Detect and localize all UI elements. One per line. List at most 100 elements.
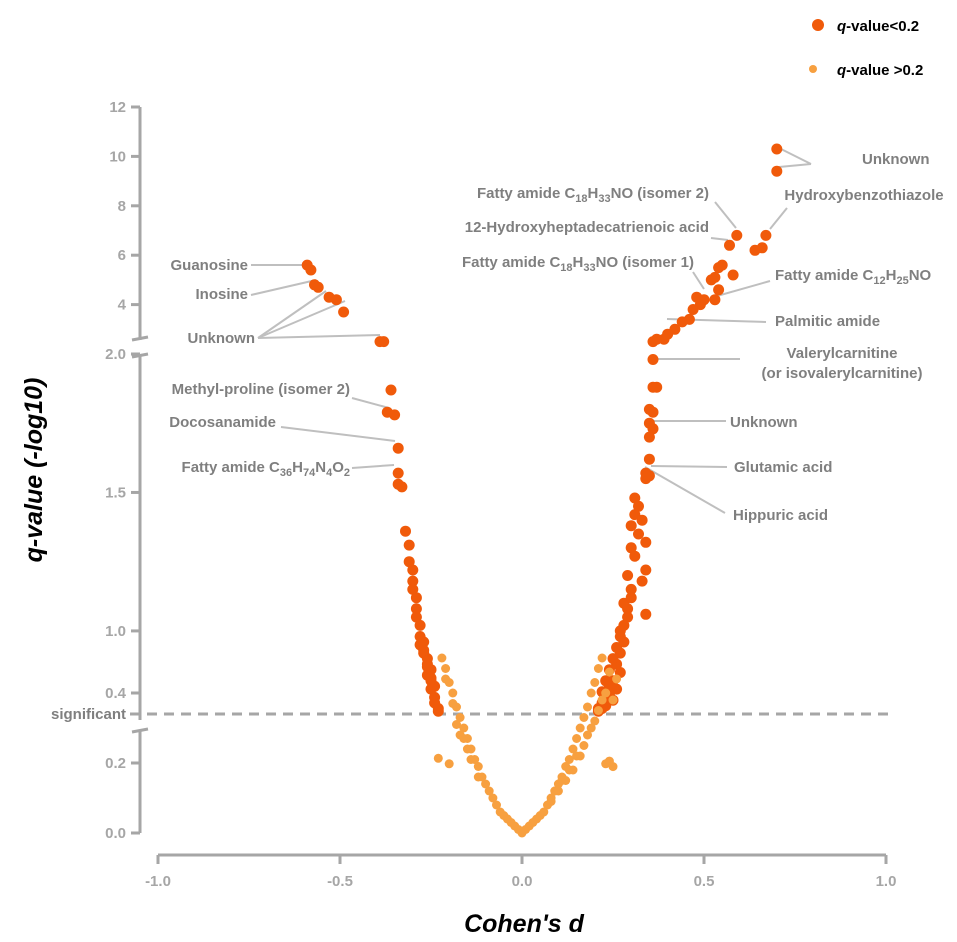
point-significant — [687, 304, 699, 315]
legend-label-significant: q-value<0.2 — [837, 18, 919, 35]
point-significant — [749, 244, 761, 256]
point-significant — [432, 705, 444, 717]
point-significant — [425, 672, 437, 684]
x-tick-label: -0.5 — [327, 873, 353, 890]
point-significant — [727, 269, 739, 281]
x-tick-label: 0.0 — [512, 873, 533, 890]
point-nonsignificant — [441, 664, 451, 673]
annotation-fatty-amide-c18-isomer1: Fatty amide C18H33NO (isomer 1) — [462, 254, 694, 274]
point-nonsignificant — [455, 730, 465, 740]
point-significant — [622, 603, 634, 615]
legend-marker-nonsignificant — [809, 65, 817, 73]
point-nonsignificant — [484, 786, 494, 796]
annotation-line-hippuric-acid — [644, 466, 726, 514]
point-significant — [429, 680, 441, 692]
point-significant — [771, 143, 783, 155]
annotation-hydroxybenzothiazole: Hydroxybenzothiazole — [784, 187, 943, 204]
point-significant — [709, 294, 721, 306]
x-tick-label: 1.0 — [876, 873, 897, 890]
point-nonsignificant — [488, 793, 498, 803]
y-tick-label: 10 — [109, 148, 126, 165]
annotation-line-inosine — [250, 279, 317, 296]
point-nonsignificant — [473, 762, 483, 771]
y-tick-label: 1.0 — [105, 623, 126, 640]
x-ticks: -1.0 -0.5 0.0 0.5 1.0 — [145, 855, 896, 890]
annotation-line-methyl-proline — [351, 397, 390, 409]
data-points — [301, 143, 783, 838]
annotation-line-glutamic-acid — [650, 465, 728, 468]
point-significant — [625, 592, 637, 604]
point-significant — [713, 262, 725, 274]
y-tick-label: 1.5 — [105, 484, 126, 501]
point-nonsignificant — [448, 699, 458, 708]
point-significant — [647, 423, 659, 435]
point-nonsignificant — [492, 800, 501, 810]
point-significant — [640, 564, 652, 576]
point-significant — [625, 542, 637, 554]
point-nonsignificant — [568, 765, 578, 775]
point-significant — [305, 264, 317, 276]
point-significant — [625, 520, 637, 532]
annotation-line-unknown-left — [257, 300, 346, 339]
annotation-line-unknown-left — [257, 290, 327, 339]
annotation-12-hydroxy: 12-Hydroxyheptadecatrienoic acid — [465, 219, 709, 236]
point-significant — [705, 274, 717, 286]
point-nonsignificant — [590, 716, 600, 726]
annotation-unknown-left: Unknown — [188, 330, 256, 347]
y-tick-label: 0.2 — [105, 755, 126, 772]
point-significant — [647, 336, 659, 348]
annotation-unknown-top: Unknown — [862, 151, 930, 168]
point-nonsignificant — [466, 755, 476, 764]
point-significant — [403, 556, 415, 568]
point-significant — [731, 229, 743, 241]
point-significant — [396, 481, 408, 493]
point-significant — [410, 592, 422, 604]
y-tick-label: 8 — [118, 198, 126, 215]
point-nonsignificant — [437, 653, 447, 663]
y-tick-label: 0.4 — [105, 685, 127, 702]
point-significant — [629, 550, 641, 562]
point-nonsignificant — [601, 688, 611, 698]
point-significant — [724, 239, 735, 251]
point-significant — [636, 514, 648, 526]
point-significant — [392, 442, 404, 454]
point-nonsignificant — [579, 713, 589, 722]
point-nonsignificant — [590, 678, 600, 687]
point-significant — [400, 525, 411, 537]
point-significant — [312, 281, 324, 293]
annotation-docosanamide: Docosanamide — [169, 414, 276, 431]
point-nonsignificant — [553, 786, 563, 796]
point-nonsignificant — [597, 695, 607, 705]
point-significant — [647, 406, 659, 418]
y-axis — [131, 107, 149, 833]
annotation-valerylcarnitine: Valerylcarnitine — [787, 345, 898, 362]
point-significant — [771, 165, 783, 177]
y-axis-title: q-value (-log10) — [20, 378, 48, 563]
point-significant — [643, 431, 655, 443]
point-nonsignificant — [586, 723, 596, 733]
annotation-fatty-amide-c36: Fatty amide C36H74N4O2 — [182, 459, 350, 479]
x-axis-title: Cohen's d — [464, 910, 585, 938]
point-significant — [622, 611, 634, 623]
annotation-line-fatty-amide-c18-isomer1 — [692, 271, 705, 290]
point-significant — [407, 575, 419, 587]
point-significant — [625, 583, 637, 595]
point-significant — [633, 500, 644, 512]
point-nonsignificant — [579, 741, 589, 750]
annotation-line-hydroxybenzothiazole — [769, 207, 788, 230]
point-nonsignificant — [575, 723, 585, 733]
point-nonsignificant — [608, 695, 618, 705]
annotation-line-unknown-top — [778, 163, 812, 168]
y-tick-label: 4 — [118, 297, 127, 314]
annotation-valerylcarnitine-line2: (or isovalerylcarnitine) — [762, 365, 923, 382]
point-significant — [633, 528, 644, 540]
annotation-line-fatty-amide-c36 — [351, 464, 395, 469]
point-nonsignificant — [597, 653, 607, 663]
point-significant — [622, 570, 634, 581]
point-significant — [607, 653, 619, 665]
point-significant — [618, 619, 630, 631]
point-significant — [403, 539, 415, 551]
point-significant — [410, 603, 422, 615]
annotation-line-docosanamide — [280, 426, 396, 442]
